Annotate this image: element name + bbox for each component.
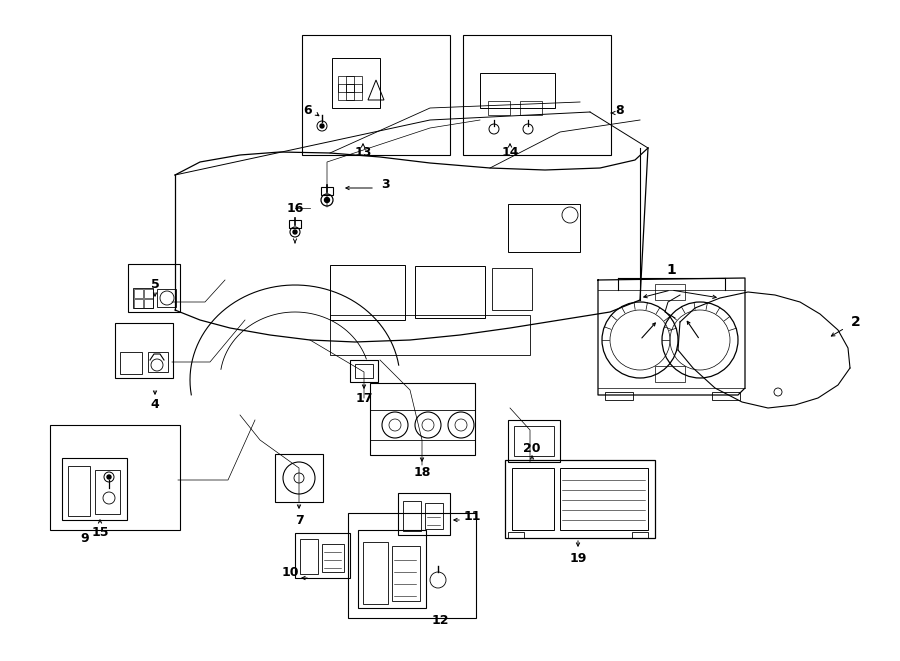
Bar	[508, 204, 580, 252]
Bar	[415, 266, 485, 318]
Bar	[322, 544, 344, 572]
Text: 17: 17	[356, 391, 373, 405]
Bar	[514, 426, 554, 456]
Circle shape	[293, 230, 297, 234]
Bar	[289, 220, 301, 228]
Bar	[332, 58, 380, 108]
Circle shape	[107, 475, 111, 479]
Bar	[350, 360, 378, 382]
Text: 15: 15	[91, 525, 109, 539]
Bar	[655, 366, 685, 382]
Bar	[275, 454, 323, 502]
Bar	[148, 352, 168, 372]
Bar	[348, 513, 476, 618]
Bar	[321, 187, 333, 195]
Bar	[480, 73, 555, 108]
Bar	[330, 265, 405, 320]
Bar	[338, 84, 354, 100]
Bar	[95, 470, 120, 514]
Bar	[62, 458, 127, 520]
Bar	[488, 101, 510, 115]
Text: 16: 16	[286, 202, 303, 215]
Bar	[358, 530, 426, 608]
Bar	[512, 468, 554, 530]
Bar	[346, 76, 362, 92]
Bar	[144, 299, 153, 308]
Bar	[338, 76, 354, 92]
Text: 4: 4	[150, 397, 159, 410]
Bar	[560, 468, 648, 530]
Bar	[463, 35, 611, 155]
Bar	[128, 264, 180, 312]
Bar	[363, 542, 388, 604]
Text: 1: 1	[666, 263, 676, 277]
Text: 3: 3	[381, 178, 390, 192]
Bar	[134, 289, 143, 298]
Bar	[398, 493, 450, 535]
Bar	[295, 533, 350, 578]
Bar	[346, 84, 362, 100]
Text: 8: 8	[616, 104, 625, 116]
Bar	[425, 503, 443, 529]
Text: 18: 18	[413, 465, 431, 479]
Bar	[632, 532, 648, 538]
Bar	[355, 364, 373, 378]
Text: 20: 20	[523, 442, 541, 455]
Text: 19: 19	[570, 551, 587, 564]
Bar	[330, 315, 530, 355]
Bar	[508, 532, 524, 538]
Bar	[403, 501, 421, 531]
Bar	[302, 35, 450, 155]
Bar	[392, 546, 420, 601]
Bar	[144, 289, 153, 298]
Text: 13: 13	[355, 145, 372, 159]
Text: 5: 5	[150, 278, 159, 290]
Text: 6: 6	[303, 104, 312, 116]
Text: 9: 9	[81, 531, 89, 545]
Bar	[505, 460, 655, 538]
Bar	[133, 288, 153, 308]
Text: 12: 12	[431, 613, 449, 627]
Text: 2: 2	[851, 315, 861, 329]
Text: 14: 14	[501, 145, 518, 159]
Text: 10: 10	[281, 566, 299, 578]
Text: 11: 11	[464, 510, 481, 524]
Bar	[120, 352, 142, 374]
Bar	[157, 289, 176, 307]
Circle shape	[320, 124, 324, 128]
Bar	[370, 383, 475, 455]
Bar	[68, 466, 90, 516]
Bar	[300, 539, 318, 574]
Bar	[134, 299, 143, 308]
Bar	[520, 101, 542, 115]
Bar	[712, 392, 740, 400]
Bar	[50, 425, 180, 530]
Text: 7: 7	[294, 514, 303, 527]
Bar	[492, 268, 532, 310]
Bar	[605, 392, 633, 400]
Bar	[115, 323, 173, 378]
Bar	[655, 284, 685, 300]
Bar	[508, 420, 560, 462]
Circle shape	[325, 198, 329, 202]
Bar	[370, 410, 475, 440]
